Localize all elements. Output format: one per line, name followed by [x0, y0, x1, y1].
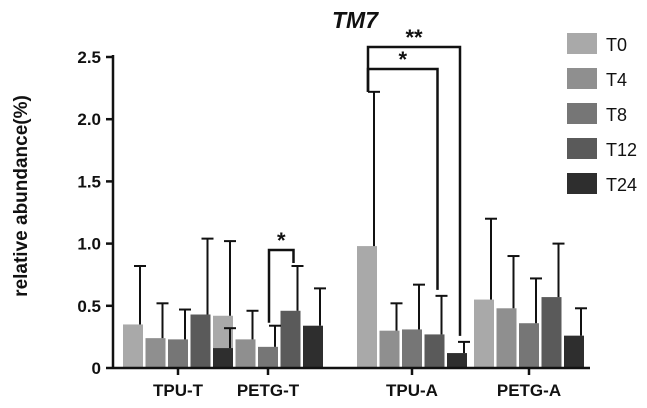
bar-T24-PETG-A: [564, 335, 584, 368]
bar-T8-PETG-T: [258, 346, 278, 368]
legend-label-T12: T12: [606, 140, 637, 160]
legend-swatch-T12: [567, 138, 597, 159]
x-tick-label-PETG-T: PETG-T: [237, 381, 300, 400]
bar-T12-PETG-T: [280, 310, 301, 368]
significance-label-0: *: [277, 228, 286, 253]
bar-T0-TPU-T: [123, 324, 143, 368]
x-tick-label-TPU-T: TPU-T: [153, 381, 204, 400]
significance-bracket-1: [366, 67, 439, 290]
bars-layer: [123, 246, 584, 368]
significance-bracket-0: [267, 248, 295, 323]
significance-label-2: **: [405, 25, 423, 50]
y-axis-label: relative abundance(%): [11, 95, 32, 297]
bar-T4-TPU-T: [145, 338, 166, 368]
legend-label-T4: T4: [606, 70, 627, 90]
bar-T8-PETG-A: [519, 323, 539, 368]
legend-swatch-T4: [567, 68, 597, 89]
y-tick-label-2.5: 2.5: [77, 48, 101, 67]
bar-T0-PETG-A: [474, 299, 494, 368]
plot-area: 0 0.5 1.0 1.5 2.0 2.5 TPU-T PETG-T TPU-A PETG-A *…: [77, 25, 590, 400]
legend-label-T24: T24: [606, 175, 637, 195]
y-tick-label-0.5: 0.5: [77, 297, 101, 316]
bar-T8-TPU-A: [402, 329, 422, 368]
axes-layer: 0 0.5 1.0 1.5 2.0 2.5 TPU-T PETG-T TPU-A PETG-A: [77, 48, 590, 400]
significance-layer: ****: [267, 25, 462, 336]
legend-swatch-T0: [567, 33, 597, 54]
bar-T24-TPU-A: [447, 353, 467, 368]
bar-T0-TPU-A: [357, 246, 377, 368]
bar-T24-TPU-T: [213, 348, 233, 368]
legend-swatch-T8: [567, 103, 597, 124]
bar-T12-TPU-A: [424, 334, 445, 368]
x-tick-label-TPU-A: TPU-A: [386, 381, 438, 400]
error-bars-layer: [134, 90, 587, 354]
y-tick-label-1.0: 1.0: [77, 235, 101, 254]
significance-bracket-2: [366, 45, 462, 336]
bar-T4-PETG-A: [496, 308, 517, 368]
bar-T12-TPU-T: [190, 314, 211, 368]
legend-swatch-T24: [567, 173, 597, 194]
bar-T24-PETG-T: [303, 325, 323, 368]
y-tick-label-1.5: 1.5: [77, 172, 101, 191]
chart-title: TM7: [332, 7, 379, 33]
y-tick-label-0: 0: [92, 359, 101, 378]
legend-label-T8: T8: [606, 105, 627, 125]
significance-label-1: *: [398, 47, 407, 72]
bar-T12-PETG-A: [541, 297, 562, 368]
bar-T4-TPU-A: [379, 330, 400, 368]
bar-T4-PETG-T: [235, 339, 256, 368]
legend: T0 T4 T8 T12 T24: [567, 33, 637, 195]
bar-T8-TPU-T: [168, 339, 188, 368]
x-tick-label-PETG-A: PETG-A: [497, 381, 561, 400]
y-tick-label-2.0: 2.0: [77, 110, 101, 129]
legend-label-T0: T0: [606, 35, 627, 55]
